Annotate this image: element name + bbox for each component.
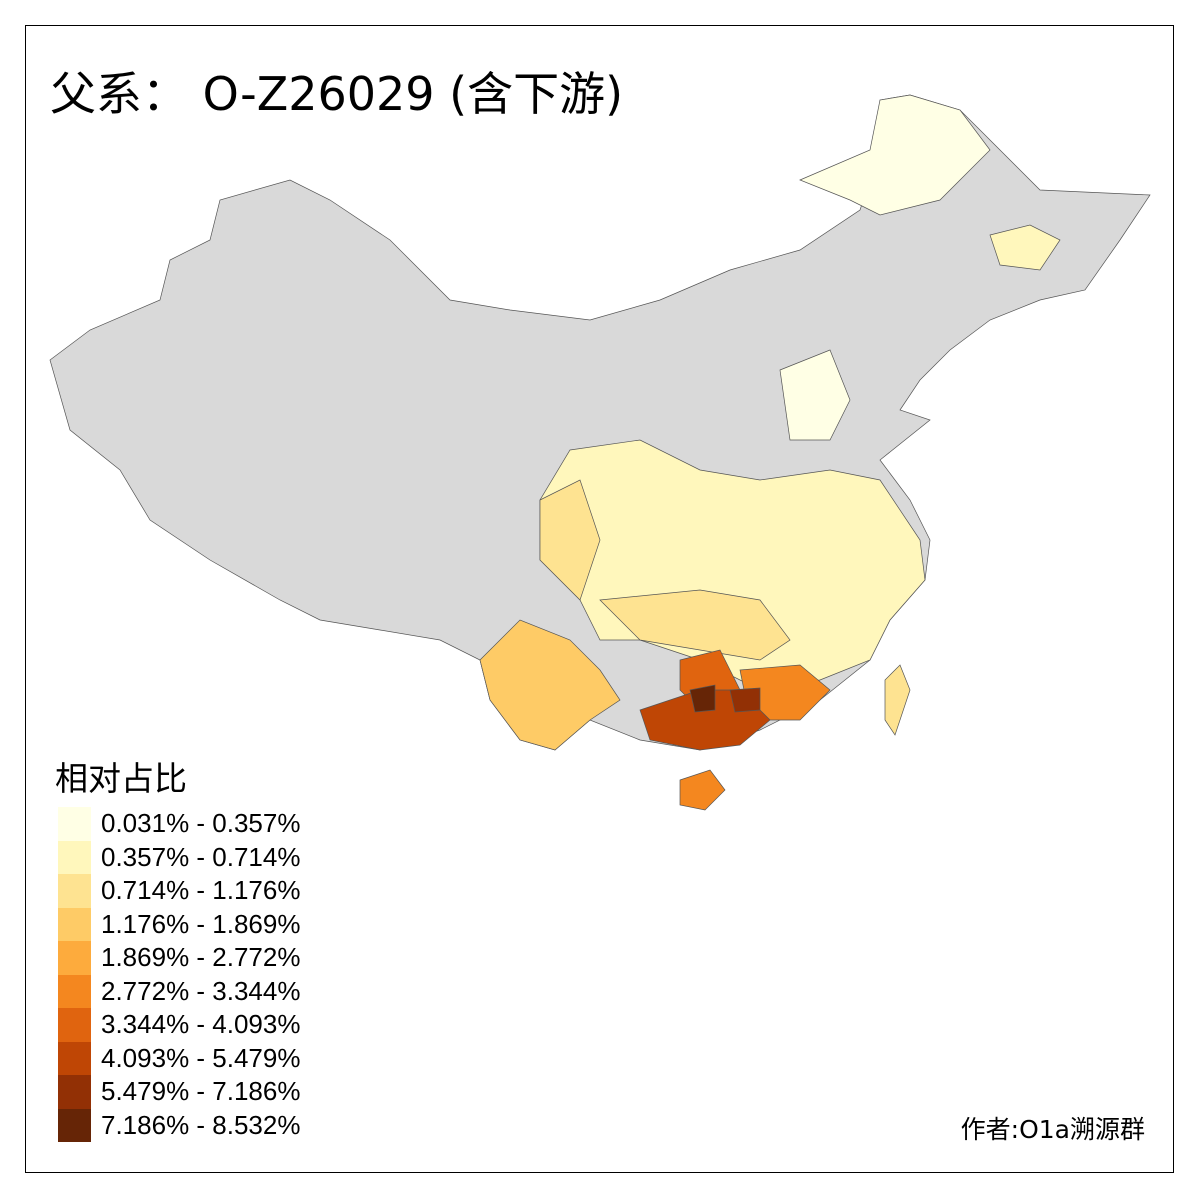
region-yunnan (479, 619, 621, 751)
region-guizhou-hunan (599, 589, 791, 661)
region-taiwan (884, 664, 911, 736)
legend-swatch (58, 941, 91, 975)
legend-label: 0.031% - 0.357% (101, 808, 301, 839)
region-jilin (989, 224, 1061, 271)
legend-swatch (58, 874, 91, 908)
region-heilongjiang (799, 94, 991, 216)
legend-label: 0.714% - 1.176% (101, 875, 301, 906)
legend-label: 3.344% - 4.093% (101, 1009, 301, 1040)
legend-swatch (58, 907, 91, 941)
legend-item: 0.714% - 1.176% (58, 874, 300, 908)
legend-label: 1.176% - 1.869% (101, 908, 301, 939)
china-mainland (49, 94, 1151, 751)
legend-swatch (58, 1008, 91, 1042)
region-yulin (729, 687, 761, 713)
legend-label: 1.869% - 2.772% (101, 942, 301, 973)
legend-item: 2.772% - 3.344% (58, 974, 301, 1008)
author-credit: 作者:O1a溯源群 (960, 1115, 1145, 1144)
legend-item: 3.344% - 4.093% (58, 1008, 300, 1042)
region-sichuan-west (539, 479, 601, 601)
legend-item: 4.093% - 5.479% (58, 1041, 301, 1075)
legend-item: 1.869% - 2.772% (58, 941, 300, 975)
legend-label: 4.093% - 5.479% (101, 1042, 301, 1073)
legend-label: 2.772% - 3.344% (101, 975, 301, 1006)
legend-swatch (58, 974, 91, 1008)
map-title: 父系： O-Z26029 (含下游) (50, 67, 624, 121)
legend-label: 0.357% - 0.714% (101, 841, 301, 872)
map-frame (25, 25, 1174, 1173)
legend-item: 7.186% - 8.532% (58, 1108, 301, 1142)
legend-title: 相对占比 (55, 759, 187, 798)
legend-swatch (58, 1041, 91, 1075)
region-nanning (689, 684, 716, 713)
legend-label: 5.479% - 7.186% (101, 1076, 301, 1107)
legend-item: 1.176% - 1.869% (58, 907, 301, 941)
legend-swatch (58, 807, 91, 841)
region-hebei (779, 349, 851, 441)
region-hainan (679, 769, 726, 811)
legend-item: 0.031% - 0.357% (58, 807, 300, 841)
legend-swatch (58, 1108, 91, 1142)
legend-swatch (58, 840, 91, 874)
legend-label: 7.186% - 8.532% (101, 1109, 301, 1140)
legend-item: 5.479% - 7.186% (58, 1075, 300, 1109)
legend-item: 0.357% - 0.714% (58, 840, 301, 874)
legend-swatch (58, 1075, 91, 1109)
